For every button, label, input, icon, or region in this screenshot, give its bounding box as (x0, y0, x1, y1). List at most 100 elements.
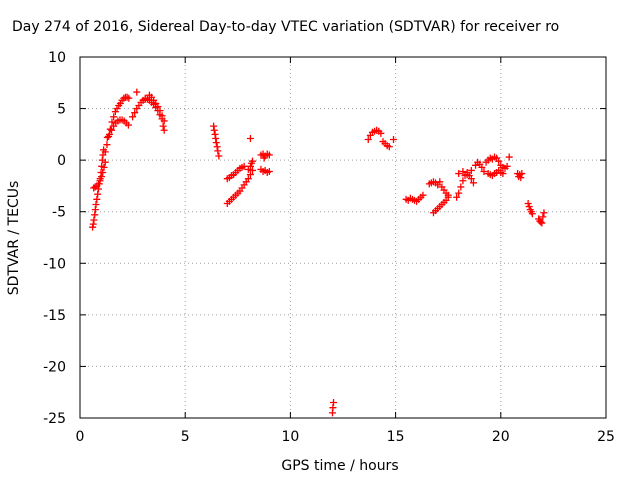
data-point (90, 216, 98, 224)
data-point (503, 162, 511, 170)
data-point (210, 126, 218, 134)
data-point (455, 170, 463, 178)
data-point (495, 157, 503, 165)
data-point (419, 191, 427, 199)
chart-title: Day 274 of 2016, Sidereal Day-to-day VTE… (12, 19, 560, 35)
data-point (92, 200, 100, 208)
data-point (240, 162, 248, 170)
x-tick-label: 5 (181, 429, 190, 445)
data-point (455, 189, 463, 197)
data-point (99, 169, 107, 177)
data-point (158, 112, 166, 120)
data-point (246, 162, 254, 170)
data-point (537, 218, 545, 226)
data-point (160, 126, 168, 134)
y-tick-label: 10 (48, 50, 66, 66)
data-point (517, 174, 525, 182)
data-point (160, 117, 168, 125)
data-point (131, 109, 139, 117)
data-point (538, 219, 546, 227)
data-point (110, 113, 118, 121)
data-point (469, 179, 477, 187)
data-point (212, 139, 220, 147)
data-point (265, 151, 273, 159)
data-point (103, 141, 111, 149)
data-point (108, 126, 116, 134)
data-point (106, 125, 114, 133)
data-point (525, 203, 533, 211)
data-point (540, 209, 548, 217)
data-point (265, 167, 273, 175)
data-point (91, 183, 99, 191)
y-tick-label: -25 (43, 411, 66, 427)
data-point (330, 399, 338, 407)
data-point (528, 210, 536, 218)
data-point (124, 121, 132, 129)
data-point (159, 122, 167, 130)
data-point (524, 199, 532, 207)
data-point (364, 136, 372, 144)
y-tick-label: 0 (57, 153, 66, 169)
data-point (95, 180, 103, 188)
data-point (499, 170, 507, 178)
y-tick-label: -20 (43, 359, 66, 375)
data-point (478, 163, 486, 171)
data-point (94, 190, 102, 198)
y-axis-label: SDTVAR / TECUs (6, 181, 22, 296)
data-point (249, 157, 257, 165)
x-tick-label: 0 (76, 429, 85, 445)
data-point (96, 177, 104, 185)
data-point (444, 193, 452, 201)
data-point (156, 107, 164, 115)
data-point (480, 167, 488, 175)
data-point (154, 103, 162, 111)
y-tick-label: -10 (43, 256, 66, 272)
gridlines (80, 57, 606, 418)
data-point (389, 136, 397, 144)
data-point (539, 213, 547, 221)
plot-border (79, 56, 607, 419)
data-point (133, 88, 141, 96)
data-point (108, 118, 116, 126)
x-axis-label: GPS time / hours (281, 458, 398, 474)
data-point (123, 93, 131, 101)
data-point (116, 99, 124, 107)
x-tick-label: 10 (281, 429, 299, 445)
data-point (97, 173, 105, 181)
data-point (101, 158, 109, 166)
axis-ticks: 0 5 10 15 20 25 10 5 0 -5 -10 -15 -20 -25 (43, 50, 615, 445)
y-tick-label: -5 (52, 205, 66, 221)
data-point (457, 183, 465, 191)
data-point (467, 175, 475, 183)
data-point (505, 153, 513, 161)
plot-frame (79, 56, 607, 419)
x-tick-label: 15 (387, 429, 405, 445)
data-point (215, 152, 223, 160)
data-point (459, 167, 467, 175)
data-point (141, 94, 149, 102)
data-points (89, 88, 548, 417)
data-point (459, 177, 467, 185)
x-tick-label: 25 (597, 429, 615, 445)
data-point (244, 175, 252, 183)
data-point (377, 129, 385, 137)
data-point (467, 166, 475, 174)
y-tick-label: -15 (43, 308, 66, 324)
data-point (129, 113, 137, 121)
data-point (385, 143, 393, 151)
y-tick-label: 5 (57, 102, 66, 118)
data-point (436, 178, 444, 186)
x-tick-label: 20 (492, 429, 510, 445)
data-point (518, 170, 526, 178)
data-point (101, 148, 109, 156)
data-point (249, 166, 257, 174)
data-point (246, 134, 254, 142)
data-point (260, 154, 268, 162)
data-point (246, 171, 254, 179)
data-point (125, 94, 133, 102)
data-point (100, 163, 108, 171)
data-point (214, 147, 222, 155)
data-point (93, 195, 101, 203)
